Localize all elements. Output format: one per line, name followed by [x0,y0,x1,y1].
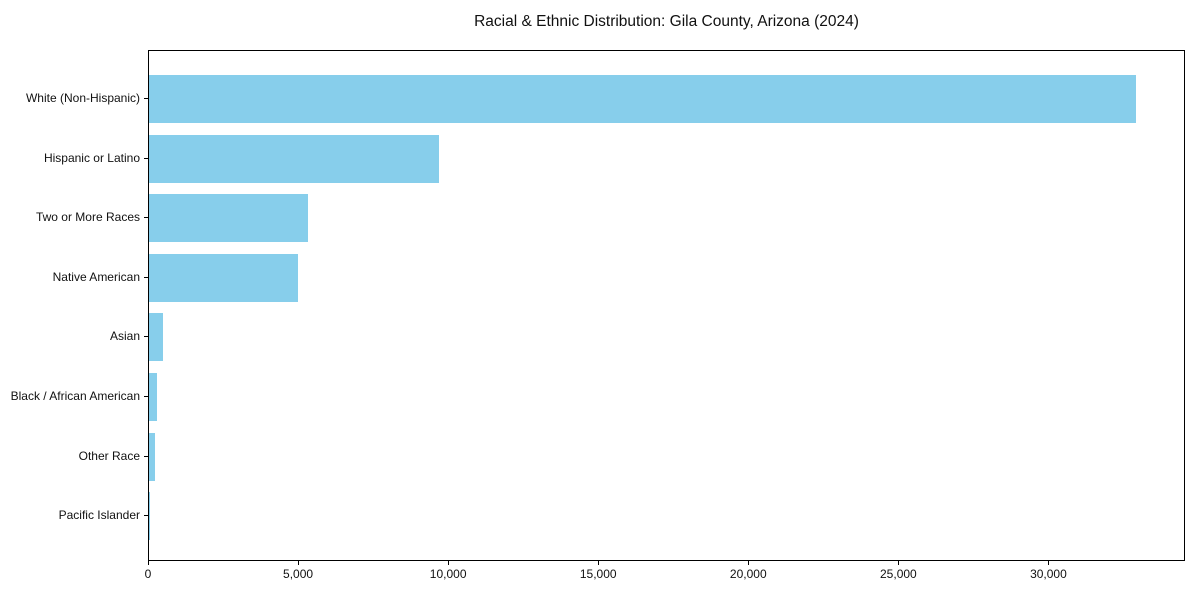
x-tick-label-0: 0 [144,567,152,581]
y-tick-label-hispanic-or-latino: Hispanic or Latino [43,150,140,165]
x-tick-mark [598,561,600,565]
y-tick-mark [144,157,148,159]
chart-title: Racial & Ethnic Distribution: Gila Count… [474,13,859,30]
bar-asian [149,313,163,362]
y-tick-mark [144,98,148,99]
x-tick-mark [898,561,900,565]
y-tick-label-asian: Asian [109,329,140,344]
y-tick-mark [144,217,148,219]
x-tick-label-10000: 10,000 [429,567,467,581]
plot-area [148,50,1185,561]
y-tick-label-pacific-islander: Pacific Islander [58,508,140,523]
bar-two-or-more-races [149,194,309,243]
y-tick-mark [144,396,148,397]
bar-black-african-american [149,373,158,421]
y-tick-label-white-non-hispanic: White (Non-Hispanic) [25,91,140,105]
y-tick-mark [144,276,148,278]
y-tick-label-native-american: Native American [52,269,140,284]
x-tick-label-30000: 30,000 [1030,567,1067,581]
bar-white-non-hispanic [149,75,1137,123]
y-tick-label-black-african-american: Black / African American [10,389,140,403]
y-tick-mark [144,515,148,517]
bar-native-american [149,253,298,302]
x-tick-label-20000: 20,000 [729,567,767,581]
x-tick-label-25000: 25,000 [880,567,917,581]
bar-hispanic-or-latino [149,134,439,183]
x-tick-label-15000: 15,000 [579,567,617,581]
y-tick-label-other-race: Other Race [78,448,140,463]
x-tick-mark [448,561,450,565]
x-tick-mark [748,561,750,565]
y-tick-mark [144,455,148,457]
x-tick-mark [298,561,300,565]
y-tick-label-two-or-more-races: Two or More Races [35,210,140,225]
x-tick-label-5000: 5,000 [283,567,314,581]
x-tick-mark [1048,561,1050,565]
y-tick-mark [144,336,148,338]
bar-pacific-islander [149,492,150,541]
x-tick-mark [148,561,149,565]
bar-other-race [149,432,156,481]
